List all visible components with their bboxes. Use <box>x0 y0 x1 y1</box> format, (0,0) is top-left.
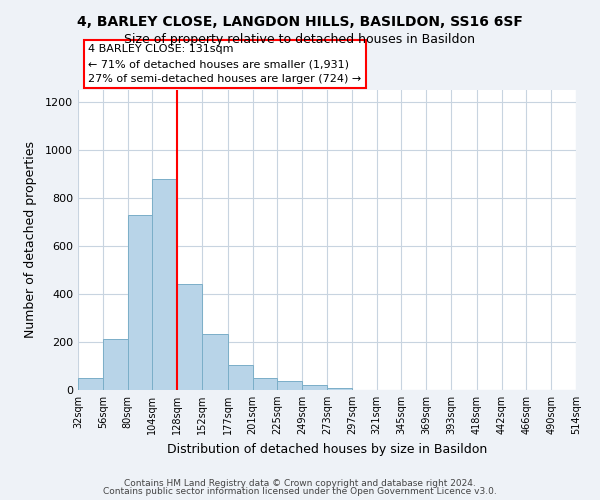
Text: Contains HM Land Registry data © Crown copyright and database right 2024.: Contains HM Land Registry data © Crown c… <box>124 478 476 488</box>
Text: 4 BARLEY CLOSE: 131sqm
← 71% of detached houses are smaller (1,931)
27% of semi-: 4 BARLEY CLOSE: 131sqm ← 71% of detached… <box>88 44 361 84</box>
Bar <box>78 378 103 390</box>
Bar <box>277 381 302 390</box>
Bar <box>128 215 152 390</box>
Y-axis label: Number of detached properties: Number of detached properties <box>23 142 37 338</box>
Bar <box>103 339 128 390</box>
Text: Contains public sector information licensed under the Open Government Licence v3: Contains public sector information licen… <box>103 487 497 496</box>
X-axis label: Distribution of detached houses by size in Basildon: Distribution of detached houses by size … <box>167 442 487 456</box>
Bar <box>177 284 202 390</box>
Bar <box>253 378 277 390</box>
Bar <box>152 179 177 390</box>
Text: Size of property relative to detached houses in Basildon: Size of property relative to detached ho… <box>125 32 476 46</box>
Bar <box>202 334 228 390</box>
Bar <box>302 385 327 390</box>
Bar <box>228 365 253 390</box>
Bar <box>327 388 352 390</box>
Text: 4, BARLEY CLOSE, LANGDON HILLS, BASILDON, SS16 6SF: 4, BARLEY CLOSE, LANGDON HILLS, BASILDON… <box>77 15 523 29</box>
